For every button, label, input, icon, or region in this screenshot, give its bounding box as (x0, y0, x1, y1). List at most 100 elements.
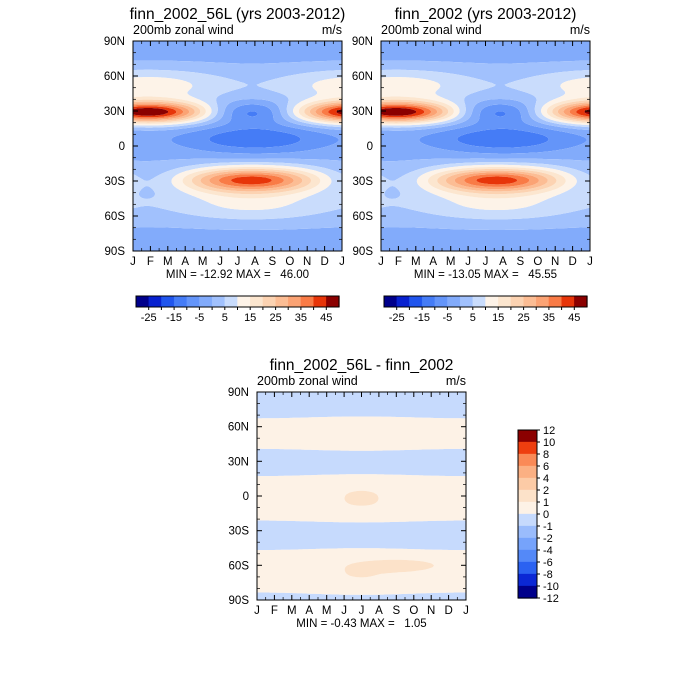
svg-text:A: A (181, 256, 189, 268)
svg-text:12: 12 (543, 425, 555, 437)
svg-text:5: 5 (222, 312, 228, 324)
svg-text:J: J (235, 256, 241, 268)
svg-text:15: 15 (244, 312, 256, 324)
svg-text:m/s: m/s (322, 23, 342, 37)
svg-text:M: M (287, 605, 297, 617)
svg-text:J: J (217, 256, 223, 268)
svg-text:45: 45 (320, 312, 332, 324)
svg-text:N: N (427, 605, 435, 617)
svg-text:J: J (341, 605, 347, 617)
svg-text:200mb zonal wind: 200mb zonal wind (257, 374, 358, 388)
svg-text:90S: 90S (229, 595, 250, 607)
svg-text:F: F (271, 605, 278, 617)
svg-text:O: O (285, 256, 294, 268)
svg-text:A: A (429, 256, 437, 268)
svg-text:J: J (378, 256, 384, 268)
svg-text:D: D (568, 256, 576, 268)
svg-text:J: J (483, 256, 489, 268)
svg-text:-5: -5 (443, 312, 453, 324)
svg-text:-12: -12 (543, 593, 559, 605)
svg-text:30S: 30S (105, 176, 126, 188)
svg-text:A: A (251, 256, 259, 268)
svg-text:30N: 30N (228, 456, 249, 468)
svg-text:M: M (446, 256, 456, 268)
svg-text:F: F (395, 256, 402, 268)
svg-text:25: 25 (517, 312, 529, 324)
svg-text:-6: -6 (543, 557, 553, 569)
svg-text:J: J (465, 256, 471, 268)
svg-text:M: M (163, 256, 173, 268)
svg-text:90N: 90N (352, 36, 373, 48)
svg-text:60N: 60N (228, 422, 249, 434)
svg-text:90N: 90N (228, 387, 249, 399)
svg-text:35: 35 (543, 312, 555, 324)
svg-text:2: 2 (543, 485, 549, 497)
svg-text:90S: 90S (353, 246, 374, 258)
svg-text:MIN = -12.92 MAX = 46.00: MIN = -12.92 MAX = 46.00 (166, 269, 309, 281)
svg-text:-2: -2 (543, 533, 553, 545)
svg-text:J: J (359, 605, 365, 617)
svg-text:-15: -15 (166, 312, 182, 324)
svg-text:-15: -15 (414, 312, 430, 324)
svg-text:0: 0 (119, 141, 125, 153)
svg-text:-10: -10 (543, 581, 559, 593)
svg-text:60S: 60S (105, 211, 126, 223)
svg-text:30N: 30N (104, 106, 125, 118)
svg-text:60S: 60S (353, 211, 374, 223)
svg-text:S: S (516, 256, 524, 268)
svg-text:S: S (268, 256, 276, 268)
svg-text:m/s: m/s (446, 374, 466, 388)
svg-text:J: J (339, 256, 345, 268)
svg-text:4: 4 (543, 473, 549, 485)
svg-text:MIN = -0.43 MAX = 1.05: MIN = -0.43 MAX = 1.05 (296, 618, 426, 630)
svg-text:m/s: m/s (570, 23, 590, 37)
svg-text:10: 10 (543, 437, 555, 449)
svg-text:J: J (254, 605, 260, 617)
svg-text:A: A (305, 605, 313, 617)
svg-text:6: 6 (543, 461, 549, 473)
svg-text:-8: -8 (543, 569, 553, 581)
svg-text:N: N (551, 256, 559, 268)
svg-text:O: O (533, 256, 542, 268)
svg-text:M: M (198, 256, 208, 268)
svg-text:A: A (499, 256, 507, 268)
svg-text:1: 1 (543, 497, 549, 509)
svg-text:finn_2002 (yrs 2003-2012): finn_2002 (yrs 2003-2012) (395, 6, 577, 23)
svg-text:-1: -1 (543, 521, 553, 533)
svg-text:-5: -5 (195, 312, 205, 324)
svg-text:A: A (375, 605, 383, 617)
svg-text:5: 5 (470, 312, 476, 324)
svg-text:200mb zonal wind: 200mb zonal wind (381, 23, 482, 37)
svg-text:D: D (444, 605, 452, 617)
svg-text:D: D (320, 256, 328, 268)
svg-text:J: J (130, 256, 136, 268)
svg-text:-4: -4 (543, 545, 553, 557)
svg-text:35: 35 (295, 312, 307, 324)
svg-text:N: N (303, 256, 311, 268)
svg-text:8: 8 (543, 449, 549, 461)
svg-text:45: 45 (568, 312, 580, 324)
svg-text:MIN = -13.05 MAX = 45.55: MIN = -13.05 MAX = 45.55 (414, 269, 557, 281)
svg-text:finn_2002_56L - finn_2002: finn_2002_56L - finn_2002 (270, 357, 454, 374)
svg-text:90S: 90S (105, 246, 126, 258)
svg-text:60N: 60N (352, 71, 373, 83)
svg-text:25: 25 (269, 312, 281, 324)
svg-text:30S: 30S (229, 526, 250, 538)
svg-text:J: J (463, 605, 469, 617)
svg-text:J: J (587, 256, 593, 268)
svg-text:O: O (409, 605, 418, 617)
svg-text:200mb zonal wind: 200mb zonal wind (133, 23, 234, 37)
svg-text:M: M (322, 605, 332, 617)
svg-text:0: 0 (243, 491, 249, 503)
svg-text:0: 0 (543, 509, 549, 521)
svg-text:-25: -25 (141, 312, 157, 324)
svg-text:60N: 60N (104, 71, 125, 83)
svg-text:30S: 30S (353, 176, 374, 188)
svg-text:M: M (411, 256, 421, 268)
svg-text:finn_2002_56L (yrs 2003-2012): finn_2002_56L (yrs 2003-2012) (130, 6, 346, 23)
svg-text:60S: 60S (229, 560, 250, 572)
svg-text:-25: -25 (389, 312, 405, 324)
svg-text:S: S (392, 605, 400, 617)
svg-text:0: 0 (367, 141, 373, 153)
svg-text:F: F (147, 256, 154, 268)
